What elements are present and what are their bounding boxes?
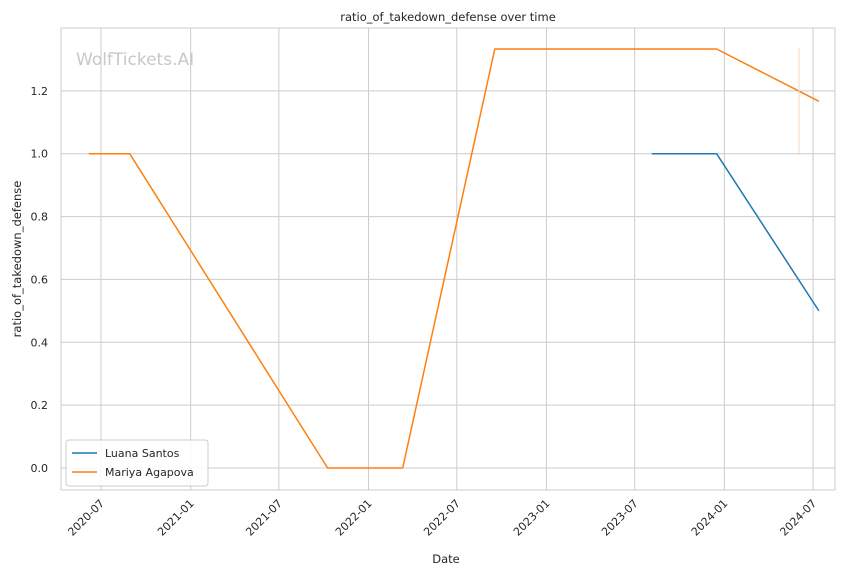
x-axis-label: Date	[432, 552, 460, 566]
y-tick-label: 1.0	[31, 148, 49, 161]
watermark-text: WolfTickets.AI	[76, 50, 194, 70]
series-layer	[88, 48, 820, 469]
chart-title: ratio_of_takedown_defense over time	[340, 10, 556, 24]
grid-lines	[61, 28, 835, 490]
y-tick-label: 0.8	[31, 211, 49, 224]
y-tick-label: 0.2	[31, 399, 49, 412]
legend-box	[65, 439, 209, 487]
y-tick-label: 0.0	[31, 462, 49, 475]
y-tick-label: 1.2	[31, 85, 49, 98]
plot-frame	[60, 27, 836, 491]
series-line-luana-santos	[651, 152, 820, 312]
y-tick-label: 0.6	[31, 273, 49, 286]
y-axis-ticks: 0.0 0.2 0.4 0.6 0.8 1.0 1.2	[31, 85, 49, 475]
y-axis-label: ratio_of_takedown_defense	[10, 181, 24, 338]
series-line-mariya-agapova	[88, 48, 820, 469]
legend: Luana Santos Mariya Agapova	[65, 439, 209, 487]
legend-entry-label: Luana Santos	[105, 447, 180, 460]
legend-entry-label: Mariya Agapova	[105, 466, 194, 479]
y-tick-label: 0.4	[31, 336, 49, 349]
